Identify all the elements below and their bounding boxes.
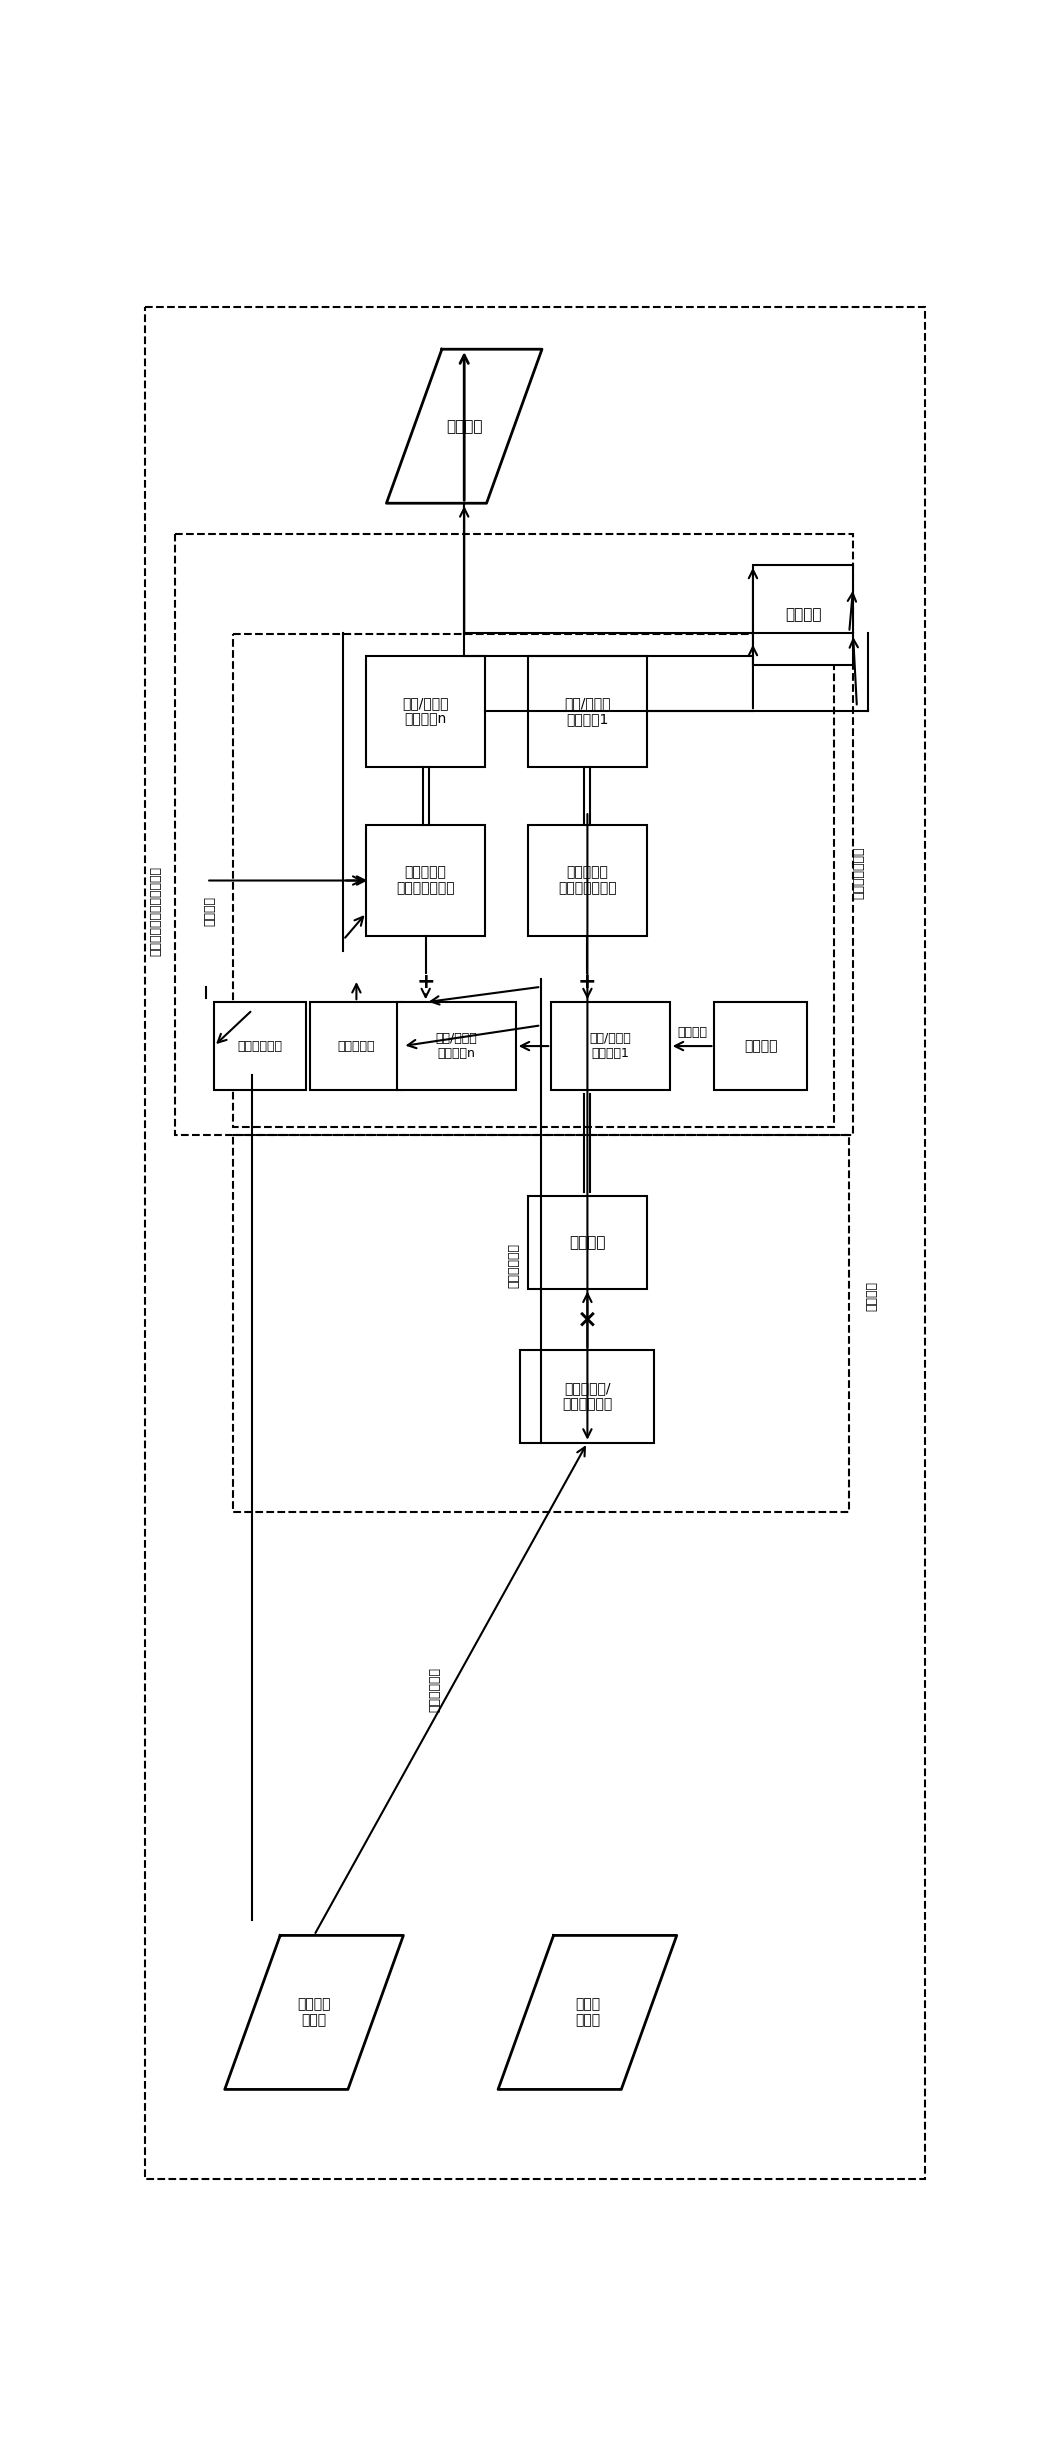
Bar [366, 824, 485, 935]
Text: 几何实体: 几何实体 [204, 896, 216, 925]
Text: 几何实体: 几何实体 [865, 1282, 879, 1312]
Bar [310, 1002, 403, 1090]
Text: 非板参数类型: 非板参数类型 [429, 1666, 442, 1710]
Text: 模板构配件/
支撑架构配件: 模板构配件/ 支撑架构配件 [563, 1381, 613, 1413]
Text: +: + [578, 972, 597, 992]
Text: 显示模型: 显示模型 [785, 608, 822, 623]
Polygon shape [386, 349, 542, 502]
Text: 模板/支撑架
排布配置n: 模板/支撑架 排布配置n [402, 696, 449, 726]
Text: 指定结构的
几何面（多个）: 指定结构的 几何面（多个） [397, 866, 455, 896]
Bar [175, 534, 853, 1135]
Text: 模板做法加载器: 模板做法加载器 [852, 847, 864, 898]
Text: 模板/支撑架
排布参数1: 模板/支撑架 排布参数1 [590, 1031, 632, 1061]
Polygon shape [498, 1934, 677, 2089]
Bar [233, 635, 834, 1127]
Bar [714, 1002, 807, 1090]
Text: 做法文件: 做法文件 [446, 418, 482, 433]
Text: 参数关系: 参数关系 [678, 1026, 707, 1039]
Text: 做法参数: 做法参数 [569, 1235, 606, 1250]
Text: 组配件
续文件: 组配件 续文件 [575, 1998, 600, 2028]
Text: 模板/支撑架
排布参数n: 模板/支撑架 排布参数n [435, 1031, 477, 1061]
Text: 做法排布模式: 做法排布模式 [238, 1039, 283, 1053]
Text: 交互界面: 交互界面 [744, 1039, 778, 1053]
Bar [753, 566, 853, 664]
Text: 做法级参数: 做法级参数 [337, 1039, 375, 1053]
Text: 指定结构的
几何面（多个）: 指定结构的 几何面（多个） [559, 866, 617, 896]
Bar [528, 1196, 646, 1290]
Text: +: + [417, 972, 435, 992]
Bar [397, 1002, 516, 1090]
Bar [528, 655, 646, 765]
Text: 结构构件
成文件: 结构构件 成文件 [298, 1998, 331, 2028]
Text: ×: × [577, 1307, 598, 1331]
Text: 模板/支撑架
排布配置1: 模板/支撑架 排布配置1 [564, 696, 611, 726]
Bar [366, 655, 485, 765]
Bar [520, 1351, 655, 1442]
Text: 模板支撑架的做法信息模型: 模板支撑架的做法信息模型 [149, 866, 163, 957]
Text: 推断参数类型: 推断参数类型 [507, 1243, 520, 1287]
Bar [233, 1135, 849, 1511]
Bar [214, 1002, 306, 1090]
Bar [551, 1002, 670, 1090]
Polygon shape [224, 1934, 403, 2089]
Bar [528, 824, 646, 935]
